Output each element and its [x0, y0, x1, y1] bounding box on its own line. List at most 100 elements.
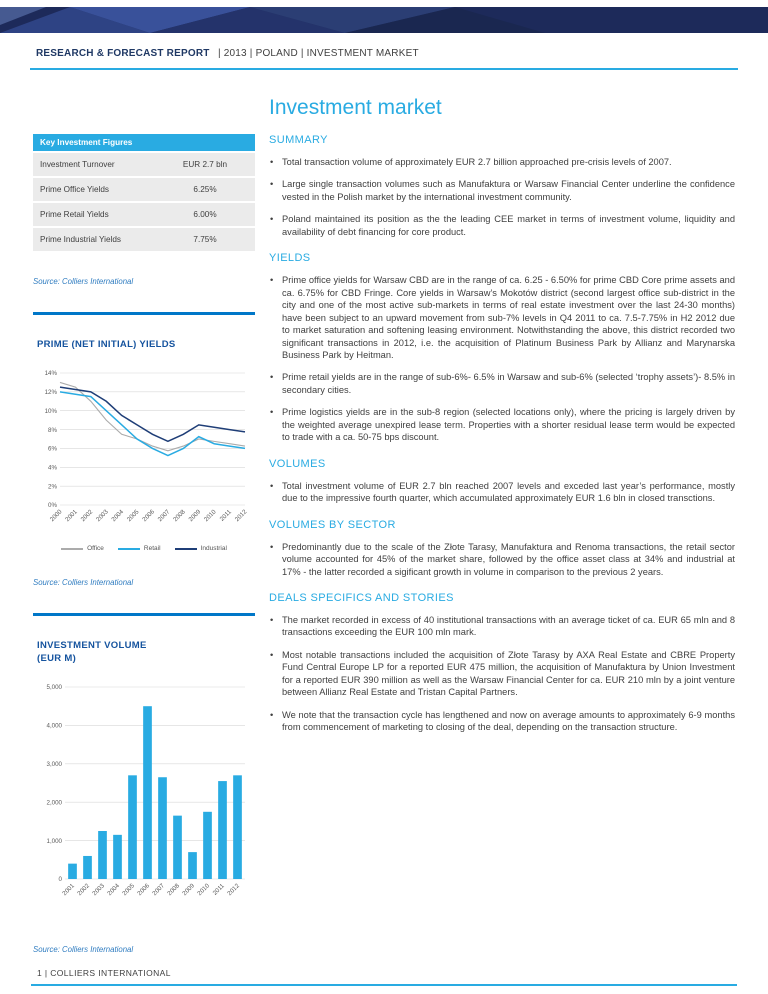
bullet-text: Large single transaction volumes such as…: [282, 179, 735, 202]
bullet-item: The market recorded in excess of 40 inst…: [269, 614, 735, 639]
svg-text:0: 0: [59, 876, 63, 883]
bullet-item: Prime logistics yields are in the sub-8 …: [269, 406, 735, 443]
masthead-line: RESEARCH & FORECAST REPORT | 2013 | POLA…: [30, 43, 738, 68]
svg-text:2004: 2004: [110, 508, 125, 523]
prime-yields-line-chart: 0%2%4%6%8%10%12%14%2000 2001 2002 2003 2004 2…: [45, 371, 249, 524]
footer-rule: [31, 984, 737, 986]
banner-pattern: [0, 7, 768, 33]
figure-value: EUR 2.7 bln: [182, 160, 228, 169]
svg-text:2010: 2010: [196, 882, 211, 897]
legend-label: Retail: [143, 545, 161, 553]
bullet-text: Predominantly due to the scale of the Zł…: [282, 541, 735, 577]
source-note: Source: Colliers International: [33, 578, 134, 588]
svg-text:12%: 12%: [45, 389, 58, 396]
svg-text:2004: 2004: [106, 882, 121, 897]
bullet-text: Prime retail yields are in the range of …: [282, 372, 735, 395]
bullet-item: We note that the transaction cycle has l…: [269, 709, 735, 734]
legend-line-swatch: [117, 547, 140, 550]
report-type-label: RESEARCH & FORECAST REPORT: [36, 48, 210, 59]
svg-text:2000: 2000: [49, 508, 64, 523]
section-heading: DEALS SPECIFICS AND STORIES: [269, 591, 454, 604]
svg-text:2008: 2008: [166, 882, 181, 897]
svg-text:2001: 2001: [64, 508, 79, 523]
bullet-text: The market recorded in excess of 40 inst…: [282, 614, 735, 638]
svg-text:4%: 4%: [48, 465, 57, 472]
figure-label: Investment Turnover: [40, 160, 115, 169]
svg-text:2011: 2011: [212, 882, 227, 897]
bullet-list: Predominantly due to the scale of the Zł…: [269, 541, 735, 578]
bullet-list: Prime office yields for Warsaw CBD are i…: [269, 274, 735, 443]
key-investment-figures-table: Key Investment Figures Investment Turnov…: [33, 134, 255, 251]
svg-text:1,000: 1,000: [47, 838, 63, 845]
svg-text:2002: 2002: [76, 882, 91, 897]
bullet-item: Prime office yields for Warsaw CBD are i…: [269, 274, 735, 361]
bullet-item: Large single transaction volumes such as…: [269, 178, 735, 203]
svg-text:2007: 2007: [157, 508, 172, 523]
bullet-list: Total investment volume of EUR 2.7 bln r…: [269, 480, 735, 505]
section-heading: SUMMARY: [269, 134, 328, 146]
svg-text:2011: 2011: [219, 508, 234, 523]
svg-text:2007: 2007: [151, 882, 166, 897]
svg-text:2012: 2012: [226, 882, 241, 897]
bullet-item: Predominantly due to the scale of the Zł…: [269, 541, 735, 578]
main-content: Investment market SUMMARY Total transact…: [269, 70, 735, 744]
section-deals-specifics: DEALS SPECIFICS AND STORIES The market r…: [269, 592, 735, 734]
section-yields: YIELDS Prime office yields for Warsaw CB…: [269, 252, 735, 443]
svg-text:2003: 2003: [95, 508, 110, 523]
svg-text:2,000: 2,000: [47, 799, 63, 806]
svg-text:2006: 2006: [136, 882, 151, 897]
svg-text:2006: 2006: [141, 508, 156, 523]
svg-text:0%: 0%: [48, 503, 57, 510]
bullet-item: Prime retail yields are in the range of …: [269, 371, 735, 396]
bullet-text: Prime office yields for Warsaw CBD are i…: [282, 275, 735, 360]
svg-text:2009: 2009: [181, 882, 196, 897]
bullet-item: Most notable transactions included the a…: [269, 649, 735, 699]
section-volumes: VOLUMES Total investment volume of EUR 2…: [269, 458, 735, 505]
svg-text:2002: 2002: [80, 508, 95, 523]
table-row: Prime Industrial Yields 7.75%: [33, 228, 255, 251]
svg-text:6%: 6%: [48, 446, 57, 453]
masthead-rule: [30, 68, 738, 70]
figure-label: Prime Industrial Yields: [40, 235, 121, 244]
svg-text:2003: 2003: [91, 882, 106, 897]
bullet-text: Prime logistics yields are in the sub-8 …: [282, 407, 735, 443]
section-heading: VOLUMES: [269, 457, 326, 470]
legend-item-office: Office: [61, 545, 104, 552]
legend-item-retail: Retail: [117, 545, 161, 553]
source-note: Source: Colliers International: [33, 277, 134, 286]
section-divider: [33, 312, 255, 315]
bullet-list: Total transaction volume of approximatel…: [269, 156, 735, 238]
page-footer: 1 | COLLIERS INTERNATIONAL: [0, 968, 768, 994]
bullet-text: Total investment volume of EUR 2.7 bln r…: [282, 480, 735, 504]
svg-text:2009: 2009: [187, 508, 202, 523]
sidebar: Key Investment Figures Investment Turnov…: [33, 70, 255, 954]
svg-text:3,000: 3,000: [47, 761, 63, 768]
figure-value: 6.25%: [193, 185, 217, 194]
table-row: Prime Retail Yields 6.00%: [33, 203, 255, 226]
section-summary: SUMMARY Total transaction volume of appr…: [269, 134, 735, 238]
bullet-text: Total transaction volume of approximatel…: [282, 157, 672, 167]
svg-text:2005: 2005: [121, 882, 136, 897]
bullet-item: Total investment volume of EUR 2.7 bln r…: [269, 480, 735, 505]
figure-label: Prime Office Yields: [40, 185, 110, 194]
volume-chart-block: INVESTMENT VOLUME (EUR M) 0 1,000 2,000 3,0…: [33, 640, 255, 954]
svg-text:10%: 10%: [45, 408, 58, 415]
section-volumes-by-sector: VOLUMES BY SECTOR Predominantly due to t…: [269, 519, 735, 578]
section-divider: [33, 613, 255, 617]
svg-text:2005: 2005: [126, 508, 141, 523]
table-row: Prime Office Yields 6.25%: [33, 178, 255, 201]
bullet-text: Most notable transactions included the a…: [282, 649, 735, 698]
svg-text:2001: 2001: [61, 882, 76, 897]
legend-label: Industrial: [200, 545, 227, 553]
bullet-list: The market recorded in excess of 40 inst…: [269, 614, 735, 734]
report-meta: | 2013 | POLAND | INVESTMENT MARKET: [218, 48, 419, 59]
svg-text:2008: 2008: [172, 508, 187, 523]
section-heading: YIELDS: [269, 252, 311, 265]
footer-page-label: 1 | COLLIERS INTERNATIONAL: [37, 968, 171, 978]
masthead: RESEARCH & FORECAST REPORT | 2013 | POLA…: [0, 33, 768, 70]
source-note: Source: Colliers International: [33, 945, 134, 955]
bullet-text: We note that the transaction cycle has l…: [282, 709, 735, 733]
page-content: Key Investment Figures Investment Turnov…: [0, 70, 768, 954]
